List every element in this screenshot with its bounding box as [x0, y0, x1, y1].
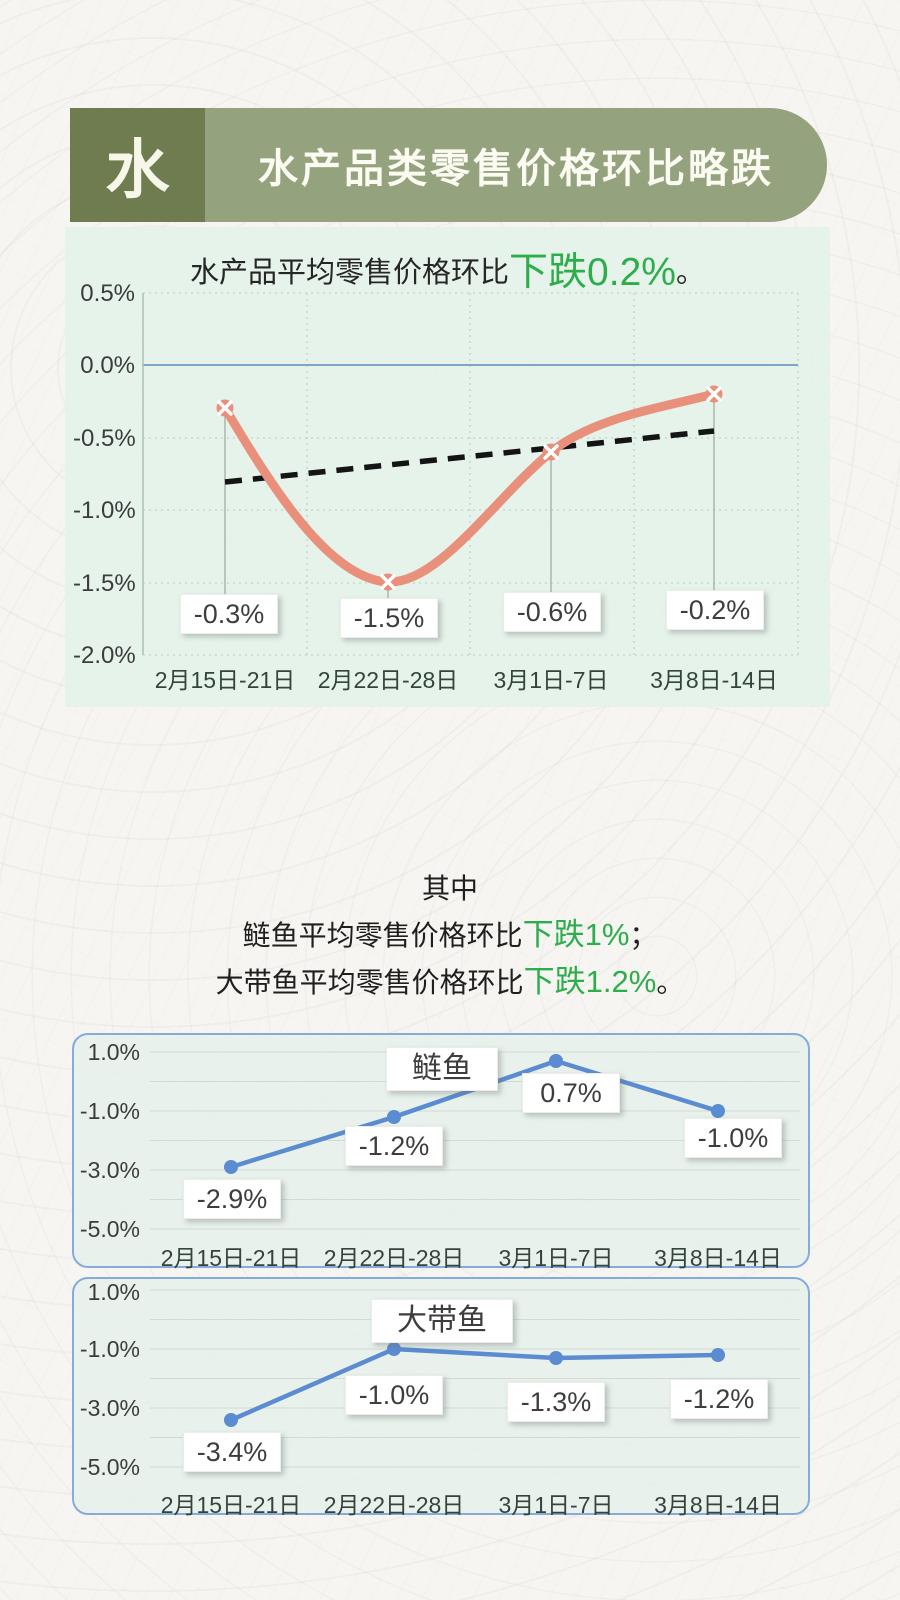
x-marker — [379, 573, 397, 591]
data-label: -0.3% — [180, 594, 278, 634]
main-chart-panel: 水产品平均零售价格环比下跌0.2%。 — [65, 227, 830, 707]
data-label: -2.9% — [183, 1179, 281, 1219]
middle-line2-prefix: 鲢鱼平均零售价格环比 — [242, 920, 523, 951]
data-label: -1.3% — [507, 1382, 605, 1422]
data-label: -1.2% — [670, 1379, 768, 1419]
dadaiyu-line — [230, 1346, 719, 1423]
lianyu-xlabel: 3月8日-14日 — [654, 1245, 782, 1271]
dot-marker — [549, 1351, 563, 1365]
header-title-bar: 水产品类零售价格环比略跌 — [205, 108, 827, 222]
middle-line2-suffix: ； — [629, 920, 658, 951]
data-label: -0.2% — [666, 590, 764, 630]
dadaiyu-ytick: 1.0% — [87, 1279, 140, 1305]
dot-marker — [711, 1348, 725, 1362]
dadaiyu-xlabel: 3月8日-14日 — [654, 1492, 782, 1518]
middle-line3-prefix: 大带鱼平均零售价格环比 — [215, 967, 524, 998]
main-subtitle: 水产品平均零售价格环比下跌0.2%。 — [65, 241, 830, 297]
data-label: -3.4% — [183, 1432, 281, 1472]
subtitle-suffix: 。 — [675, 257, 705, 289]
dot-marker — [711, 1104, 725, 1118]
dadaiyu-ytick: -3.0% — [79, 1395, 140, 1421]
data-label: -1.0% — [684, 1118, 782, 1158]
lianyu-xlabel: 3月1日-7日 — [498, 1245, 614, 1271]
dot-marker — [387, 1110, 401, 1124]
header-badge: 水 — [70, 108, 205, 222]
price-line-markers — [216, 385, 723, 591]
main-chart-drop-lines — [224, 394, 715, 598]
header-badge-character: 水 — [105, 134, 170, 206]
dadaiyu-chart-title: 大带鱼 — [371, 1299, 513, 1343]
dot-marker — [549, 1054, 563, 1068]
lianyu-xlabel: 2月15日-21日 — [160, 1245, 302, 1271]
middle-intro: 其中 — [421, 873, 478, 904]
main-chart-xlabel: 2月15日-21日 — [154, 667, 296, 693]
data-label: -0.6% — [503, 592, 601, 632]
middle-line-lianyu: 鲢鱼平均零售价格环比下跌1%； — [0, 912, 900, 959]
data-label: -1.2% — [345, 1126, 443, 1166]
header-banner: 水 水产品类零售价格环比略跌 — [70, 108, 827, 222]
main-chart-ytick: -0.5% — [73, 425, 136, 452]
middle-text-block: 其中 鲢鱼平均零售价格环比下跌1%； 大带鱼平均零售价格环比下跌1.2%。 — [0, 866, 900, 1006]
main-chart-ytick: 0.0% — [80, 352, 135, 379]
main-chart-xlabel: 2月22日-28日 — [317, 667, 459, 693]
data-label: -1.0% — [345, 1375, 443, 1415]
main-chart-ytick: 0.5% — [80, 280, 135, 307]
dot-marker — [224, 1160, 238, 1174]
dadaiyu-ytick: -1.0% — [79, 1336, 140, 1362]
price-line — [220, 389, 719, 587]
dadaiyu-markers — [224, 1342, 725, 1427]
lianyu-chart-panel: 鲢鱼 1.0% -1.0% -3.0% -5.0% -2.9% -1.2% 0.… — [72, 1033, 810, 1271]
main-chart-ytick: -1.0% — [73, 497, 136, 524]
subtitle-prefix: 水产品平均零售价格环比 — [190, 257, 510, 289]
middle-line2-highlight: 下跌1% — [522, 917, 630, 952]
dadaiyu-ytick: -5.0% — [79, 1454, 140, 1480]
main-chart-xlabel: 3月1日-7日 — [493, 667, 609, 693]
middle-line-dadaiyu: 大带鱼平均零售价格环比下跌1.2%。 — [0, 959, 900, 1006]
lianyu-markers — [224, 1054, 725, 1174]
main-chart-svg — [142, 292, 799, 656]
lianyu-xlabel: 2月22日-28日 — [323, 1245, 465, 1271]
lianyu-chart-title: 鲢鱼 — [386, 1047, 498, 1091]
main-chart-ytick: -1.5% — [73, 570, 136, 597]
x-marker — [542, 443, 560, 461]
lianyu-ytick: -3.0% — [79, 1157, 140, 1183]
page-title: 水产品类零售价格环比略跌 — [258, 147, 774, 191]
dot-marker — [224, 1413, 238, 1427]
lianyu-ytick: 1.0% — [87, 1039, 140, 1065]
dadaiyu-xlabel: 2月15日-21日 — [160, 1492, 302, 1518]
dadaiyu-chart-panel: 大带鱼 1.0% -1.0% -3.0% -5.0% -3.4% -1.0% -… — [72, 1277, 810, 1518]
data-label: -1.5% — [340, 598, 438, 638]
dadaiyu-xlabel: 3月1日-7日 — [498, 1492, 614, 1518]
main-chart-xlabel: 3月8日-14日 — [650, 667, 778, 693]
middle-line3-suffix: 。 — [656, 967, 685, 998]
middle-line3-highlight: 下跌1.2% — [523, 964, 657, 999]
lianyu-ytick: -1.0% — [79, 1098, 140, 1124]
x-marker — [705, 385, 723, 403]
subtitle-highlight: 下跌0.2% — [509, 251, 676, 294]
x-marker — [216, 399, 234, 417]
data-label: 0.7% — [522, 1073, 620, 1113]
lianyu-ytick: -5.0% — [79, 1216, 140, 1242]
dot-marker — [387, 1342, 401, 1356]
dadaiyu-xlabel: 2月22日-28日 — [323, 1492, 465, 1518]
main-chart-ytick: -2.0% — [73, 642, 136, 669]
